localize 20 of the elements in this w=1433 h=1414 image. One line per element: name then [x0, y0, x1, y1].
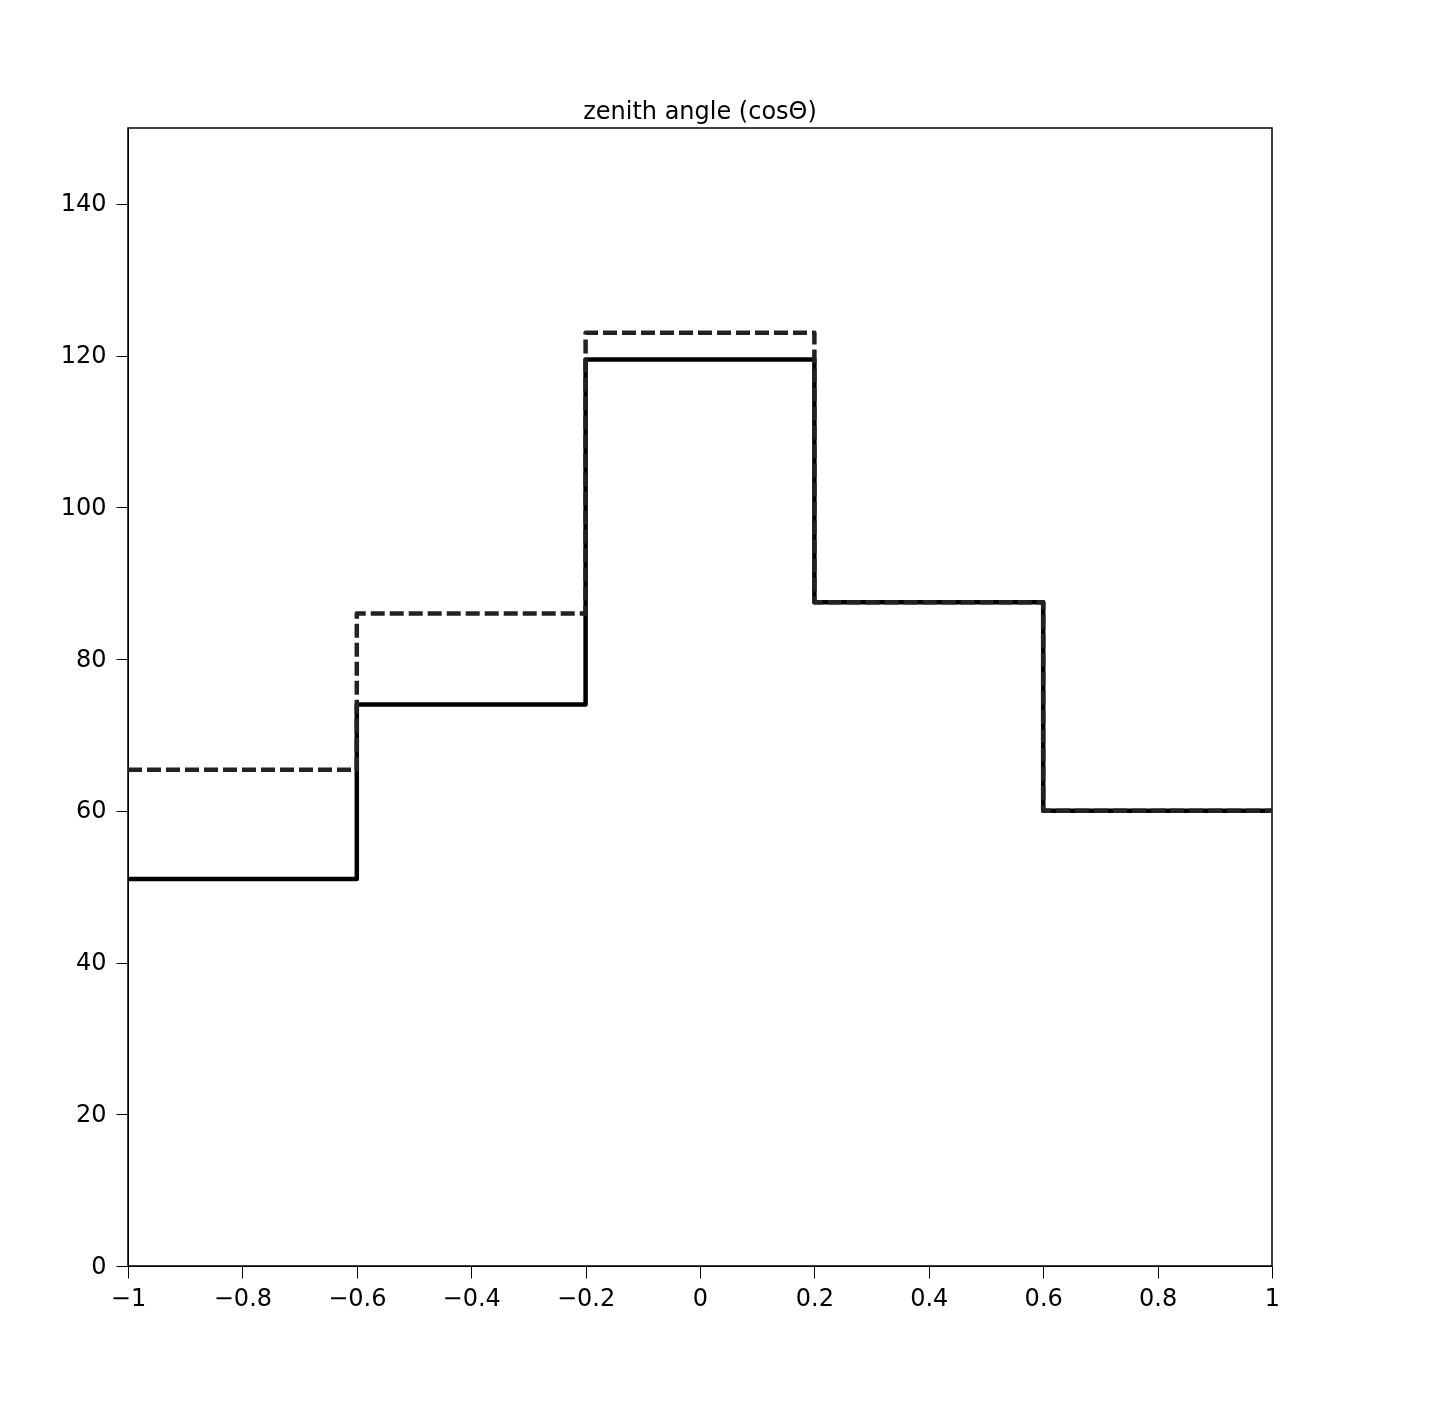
x-tick-label: 0 — [692, 1283, 709, 1312]
y-tick-label: 140 — [60, 189, 107, 218]
x-tick-label: 0.4 — [910, 1283, 949, 1312]
y-tick-label: 80 — [75, 644, 107, 673]
y-tick-label: 60 — [75, 796, 107, 825]
x-tick-label: 0.6 — [1024, 1283, 1063, 1312]
x-tick-label: −0.2 — [556, 1283, 616, 1312]
y-tick-label: 100 — [60, 492, 107, 521]
y-tick-label: 40 — [75, 948, 107, 977]
y-tick-label: 0 — [91, 1251, 107, 1280]
x-tick-label: −0.6 — [328, 1283, 387, 1312]
y-tick-label: 20 — [75, 1099, 107, 1128]
x-tick-label: −1 — [110, 1283, 147, 1312]
chart-title: zenith angle (cosΘ) — [583, 97, 817, 125]
x-tick-label: 0.2 — [795, 1283, 834, 1312]
x-tick-label: −0.8 — [213, 1283, 273, 1312]
x-tick-label: 1 — [1264, 1283, 1281, 1312]
x-tick-label: 0.8 — [1139, 1283, 1178, 1312]
y-tick-label: 120 — [60, 341, 107, 370]
x-tick-label: −0.4 — [442, 1283, 501, 1312]
